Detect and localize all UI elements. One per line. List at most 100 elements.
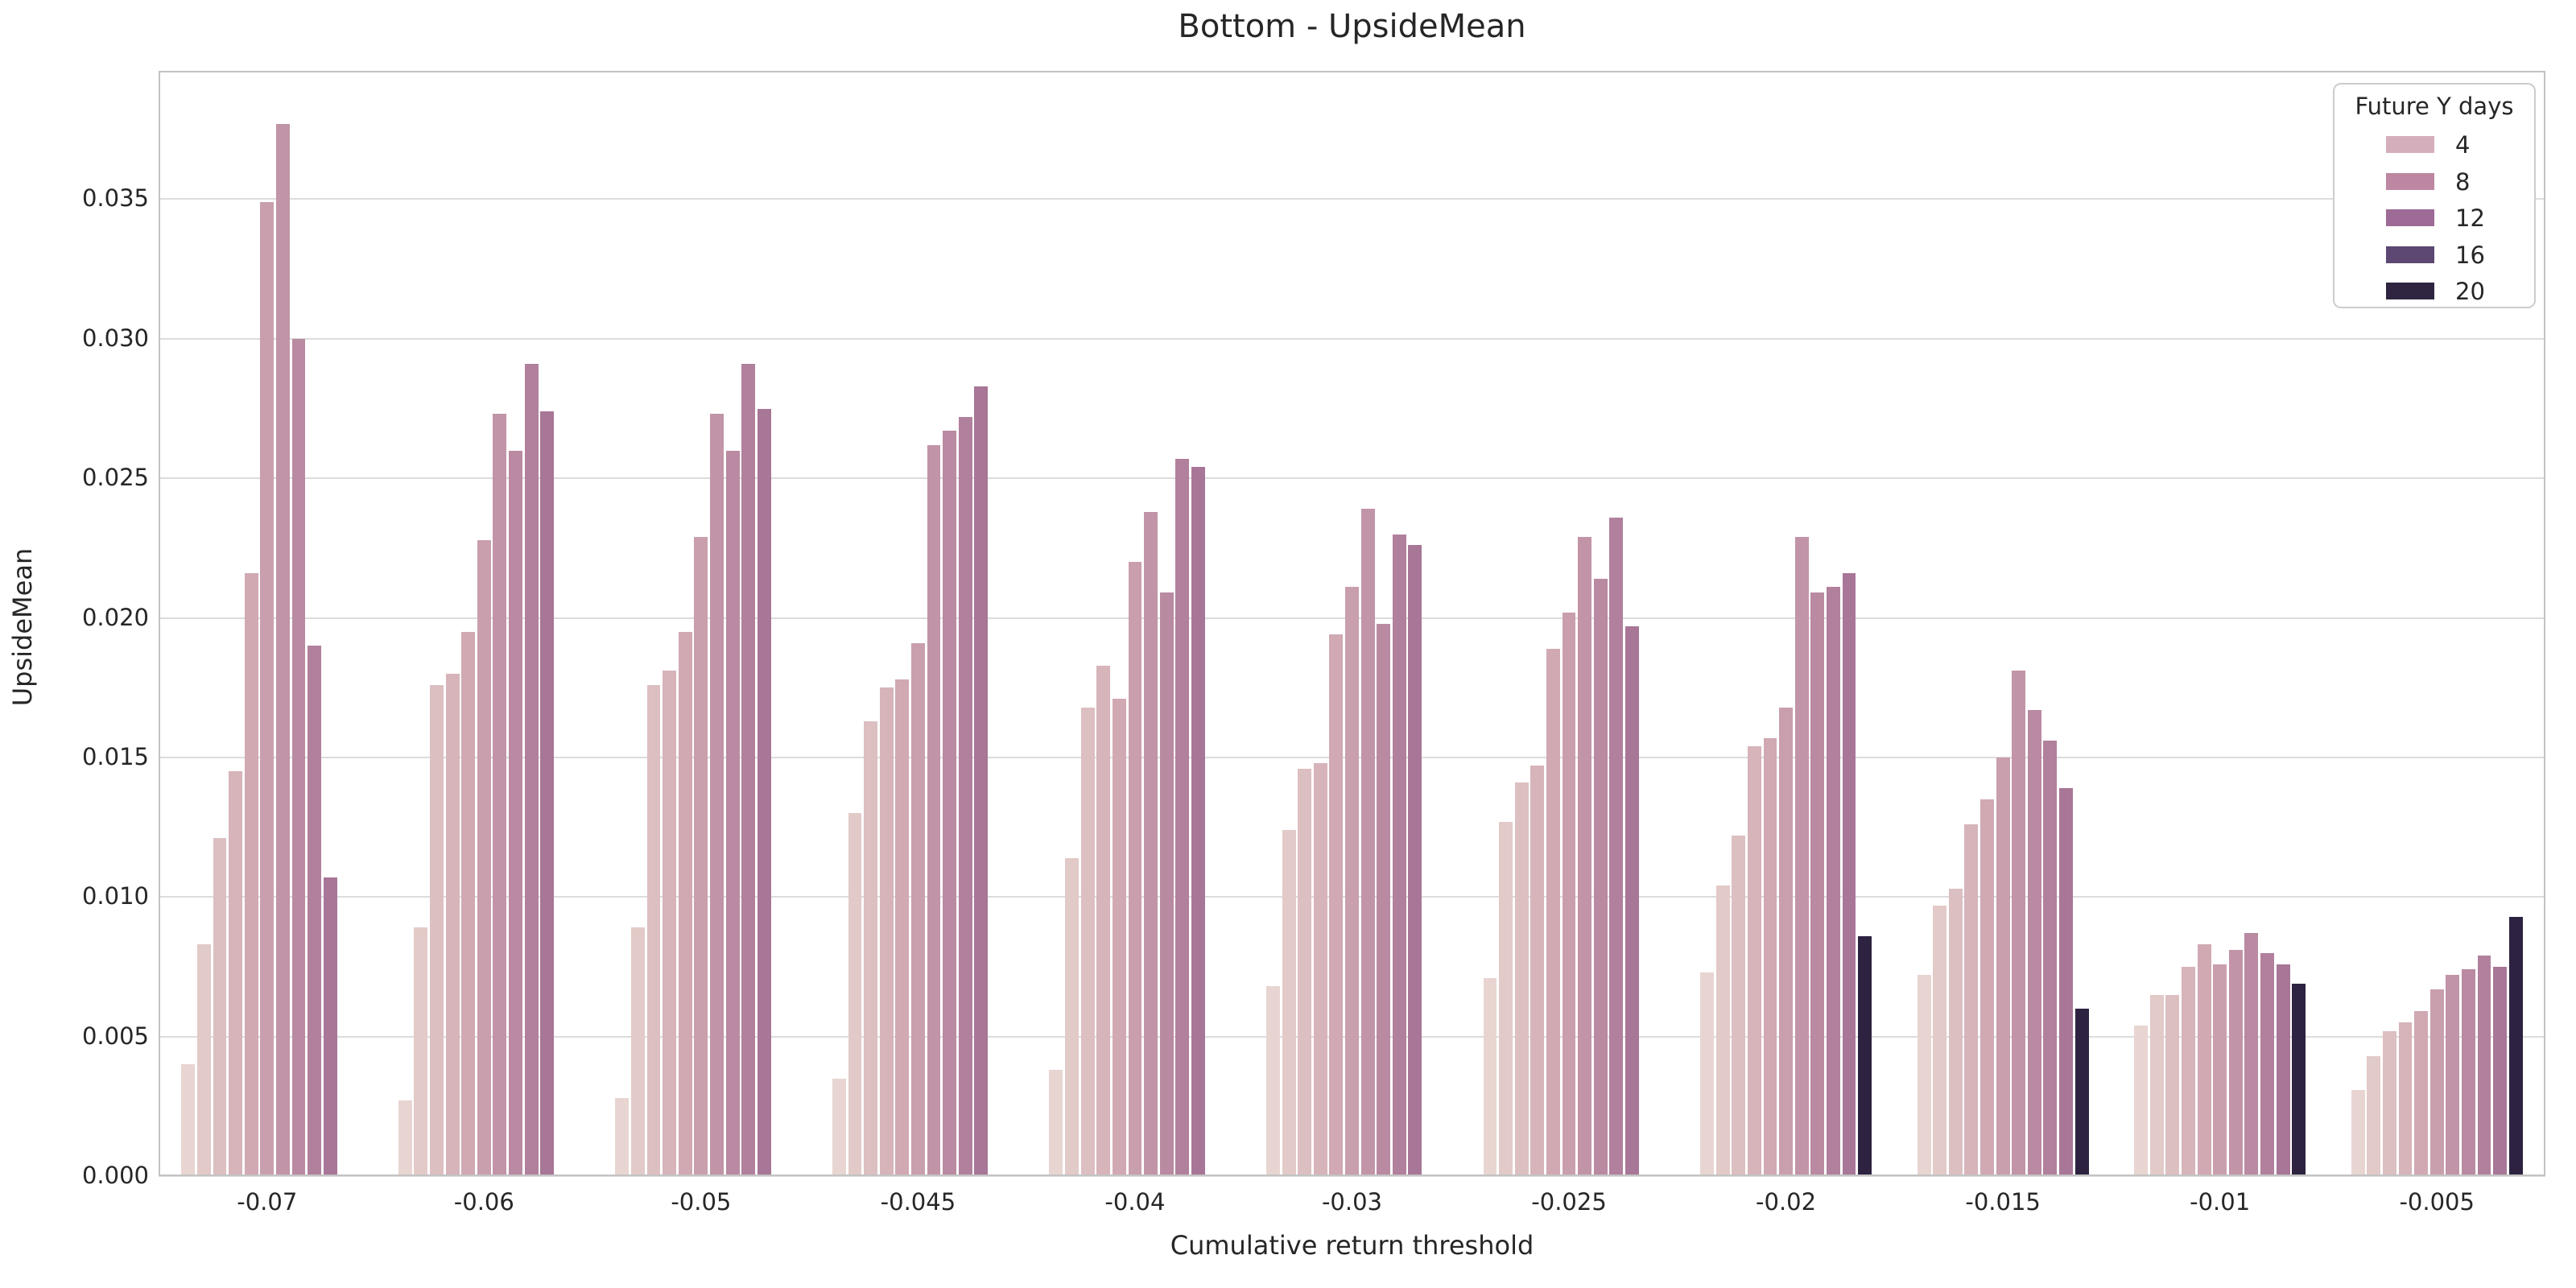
x-tick-label: -0.02 [1756,1188,1817,1216]
bar--0.005-day9 [2477,956,2491,1176]
legend-label: 16 [2455,241,2485,269]
legend-label: 20 [2455,278,2485,305]
bar--0.06-day2 [414,927,428,1176]
bar--0.07-day2 [196,944,211,1176]
bar--0.07-day7 [275,123,290,1176]
bar--0.07-day5 [244,573,258,1176]
bar--0.06-day1 [398,1100,412,1176]
bar--0.045-day2 [848,813,862,1176]
bar--0.045-day6 [910,642,925,1176]
bar--0.03-day5 [1329,634,1344,1176]
bar--0.05-day2 [630,927,645,1176]
bar--0.045-day3 [864,720,878,1176]
bar--0.045-day8 [943,431,957,1176]
bar--0.01-day8 [2244,933,2259,1176]
y-tick-label: 0.020 [81,603,149,631]
gridline [159,477,2545,480]
bar--0.04-day4 [1096,665,1111,1176]
y-tick-label: 0.005 [81,1022,149,1050]
bar--0.05-day9 [741,364,756,1176]
bar--0.005-day6 [2429,989,2444,1176]
y-tick-label: 0.015 [81,742,149,770]
y-tick-label: 0.025 [81,464,149,492]
bar--0.06-day9 [524,364,539,1176]
bar--0.07-day4 [229,771,242,1176]
x-tick-label: -0.03 [1321,1188,1383,1216]
bar--0.045-day4 [879,687,894,1176]
bar--0.06-day7 [493,414,507,1176]
gridline [159,1175,2545,1177]
x-tick-label: -0.005 [2399,1188,2475,1216]
bar--0.045-day10 [974,386,989,1176]
bar--0.02-day4 [1747,746,1761,1176]
x-tick-label: -0.04 [1104,1188,1166,1216]
bar--0.01-day4 [2182,966,2195,1176]
legend-title: Future Y days [2355,93,2514,120]
bar--0.07-day9 [308,646,322,1176]
bar--0.05-day10 [757,408,771,1176]
x-tick-label: -0.05 [671,1188,732,1216]
bar--0.02-day10 [1842,573,1856,1176]
bar--0.015-day5 [1980,799,1994,1176]
bar--0.015-day3 [1948,888,1963,1176]
bar--0.04-day10 [1191,467,1205,1176]
bar--0.03-day3 [1298,768,1312,1176]
bar--0.045-day5 [895,679,910,1176]
bar--0.05-day3 [646,684,661,1176]
legend-swatch-icon [2386,209,2434,226]
legend-label: 12 [2455,204,2485,232]
bar--0.01-day3 [2165,994,2180,1176]
bar--0.005-day7 [2446,975,2460,1176]
bar--0.06-day8 [509,450,522,1176]
x-tick-label: -0.025 [1531,1188,1607,1216]
bar--0.07-day8 [291,338,306,1176]
bar--0.015-day2 [1933,905,1947,1176]
x-tick-label: -0.045 [880,1188,956,1216]
bar--0.06-day5 [461,631,476,1176]
legend-row: 4 [2334,126,2534,163]
bar--0.07-day3 [213,838,227,1176]
legend-label: 8 [2455,167,2471,196]
bar--0.01-day6 [2213,964,2227,1176]
legend-swatch-icon [2386,172,2434,190]
chart-title: Bottom - UpsideMean [1178,8,1526,45]
bar--0.02-day1 [1700,972,1714,1176]
x-tick-label: -0.07 [237,1188,298,1216]
y-tick-label: 0.010 [81,882,149,910]
bar--0.025-day7 [1578,537,1592,1176]
bar--0.015-day1 [1917,975,1931,1176]
bar--0.04-day8 [1159,592,1174,1176]
bar--0.01-day2 [2149,994,2164,1176]
bar--0.015-day9 [2043,741,2058,1176]
bar--0.025-day10 [1625,625,1639,1176]
bar--0.03-day2 [1282,830,1296,1176]
plot-area [159,71,2545,1177]
bar--0.03-day9 [1392,534,1406,1176]
bar--0.015-day4 [1964,824,1979,1176]
bar--0.025-day9 [1609,517,1624,1176]
bar--0.02-day8 [1810,592,1825,1176]
bar--0.06-day3 [430,684,444,1176]
bar--0.05-day1 [615,1097,630,1176]
bar--0.05-day4 [663,671,677,1176]
x-tick-label: -0.01 [2190,1188,2251,1216]
bar--0.06-day4 [445,673,460,1176]
x-tick-label: -0.015 [1965,1188,2041,1216]
bar--0.04-day3 [1080,707,1095,1176]
bar--0.05-day6 [694,537,708,1176]
bar--0.03-day7 [1360,509,1375,1176]
bar--0.005-day4 [2398,1022,2413,1176]
legend-row: 20 [2334,273,2534,309]
bar--0.005-day8 [2461,969,2475,1176]
bar--0.025-day8 [1593,579,1608,1176]
bar--0.05-day7 [710,414,724,1176]
legend-swatch-icon [2386,283,2434,299]
bar--0.005-day10 [2493,966,2508,1176]
bar--0.02-day9 [1826,587,1840,1176]
bar--0.02-day7 [1794,537,1809,1176]
bar--0.005-day1 [2351,1089,2365,1176]
y-tick-label: 0.000 [81,1162,149,1189]
bar--0.025-day5 [1546,648,1560,1176]
bar--0.01-day7 [2228,950,2243,1176]
